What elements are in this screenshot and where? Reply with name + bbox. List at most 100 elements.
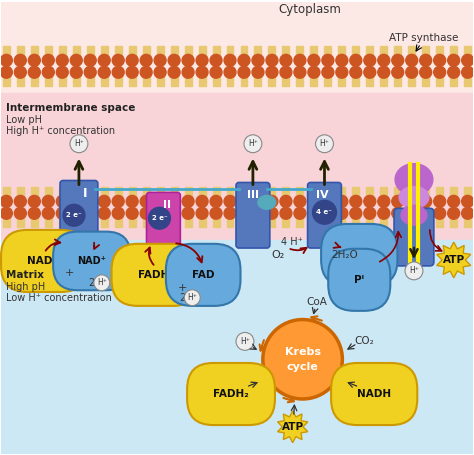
Text: O₂: O₂ [271,250,284,260]
Bar [59,46,66,61]
Text: 2 e⁻: 2 e⁻ [152,215,167,221]
Circle shape [70,207,82,219]
Circle shape [238,207,250,219]
Circle shape [84,207,96,219]
Circle shape [84,66,96,78]
Text: Pᴵ: Pᴵ [354,275,365,285]
Bar [422,213,429,227]
Circle shape [224,195,236,207]
Circle shape [14,207,26,219]
Circle shape [378,207,390,219]
Bar [408,46,415,61]
Circle shape [70,135,88,153]
Bar [436,213,443,227]
Text: FADH₂: FADH₂ [213,389,249,399]
Circle shape [350,195,362,207]
Bar [128,213,136,227]
Text: NADH: NADH [357,389,391,399]
FancyBboxPatch shape [146,192,180,248]
Circle shape [42,54,54,66]
Bar [45,213,52,227]
Text: NAD⁺: NAD⁺ [77,256,106,266]
FancyBboxPatch shape [394,208,434,266]
Bar [3,187,10,202]
Circle shape [112,54,124,66]
Circle shape [0,54,12,66]
Bar [59,187,66,202]
Bar [324,213,331,227]
Circle shape [112,195,124,207]
Circle shape [168,66,180,78]
Circle shape [336,54,348,66]
Bar [296,213,303,227]
FancyBboxPatch shape [60,181,98,248]
Circle shape [224,54,236,66]
Circle shape [266,66,278,78]
Bar [380,187,387,202]
Circle shape [196,66,208,78]
Bar [143,46,150,61]
Bar [352,46,359,61]
Bar [366,46,373,61]
Bar [436,72,443,86]
Circle shape [126,195,138,207]
Ellipse shape [399,187,429,208]
Bar [17,187,24,202]
Circle shape [294,207,306,219]
Circle shape [294,195,306,207]
Bar [450,46,457,61]
Text: ATP: ATP [282,422,304,432]
Bar [422,72,429,86]
Bar [184,46,191,61]
Bar [17,46,24,61]
Circle shape [140,54,152,66]
Circle shape [56,207,68,219]
Text: H⁺: H⁺ [319,139,329,148]
Text: III: III [247,190,259,200]
Circle shape [280,195,292,207]
Bar [87,213,94,227]
Bar [31,46,38,61]
Circle shape [448,66,460,78]
Circle shape [252,207,264,219]
Circle shape [462,207,474,219]
Circle shape [42,207,54,219]
Bar [59,72,66,86]
Circle shape [0,66,12,78]
Circle shape [252,195,264,207]
Text: H⁺: H⁺ [97,278,107,287]
Circle shape [378,66,390,78]
Bar [171,187,178,202]
Circle shape [350,207,362,219]
Bar [464,213,471,227]
Bar [310,72,318,86]
Circle shape [224,207,236,219]
Circle shape [28,207,40,219]
Bar [450,213,457,227]
Bar [380,72,387,86]
Bar [227,72,234,86]
Circle shape [70,66,82,78]
Bar [394,46,401,61]
Bar [1,240,473,454]
Bar [3,46,10,61]
Bar [171,46,178,61]
Text: CO₂: CO₂ [355,336,374,346]
Bar [227,187,234,202]
Circle shape [210,207,222,219]
Bar [296,46,303,61]
Bar [408,213,415,227]
Bar [212,46,219,61]
Circle shape [84,195,96,207]
Circle shape [28,54,40,66]
Text: NADH: NADH [27,256,61,266]
Bar [199,46,206,61]
Circle shape [294,54,306,66]
Bar [422,187,429,202]
Bar [240,72,247,86]
Bar [212,72,219,86]
Circle shape [406,195,418,207]
Circle shape [168,195,180,207]
Text: ATP synthase: ATP synthase [389,34,458,44]
Bar [171,72,178,86]
